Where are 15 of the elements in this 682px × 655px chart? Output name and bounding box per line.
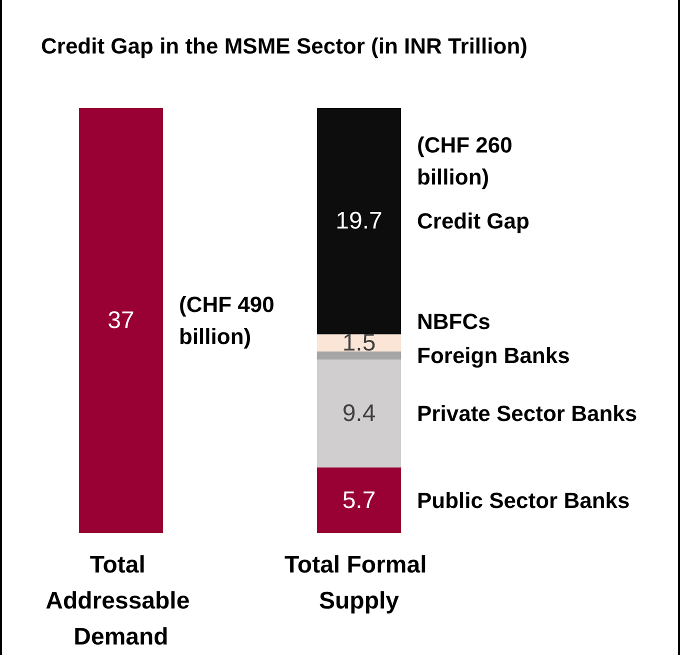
chart-title: Credit Gap in the MSME Sector (in INR Trillion) <box>41 34 528 58</box>
x-tick-label: Total Formal Supply <box>284 552 434 614</box>
x-tick-label: Total Addressable Demand <box>46 552 196 650</box>
series-label: Private Sector Banks <box>417 401 638 426</box>
series-label: Public Sector Banks <box>417 488 630 513</box>
annotation: (CHF 260 billion) <box>417 132 518 190</box>
data-label: 1.5 <box>342 329 376 356</box>
series-label: Foreign Banks <box>417 343 570 368</box>
data-label: 9.4 <box>342 400 376 428</box>
data-label: 5.7 <box>342 486 376 514</box>
series-label: Credit Gap <box>417 208 530 234</box>
annotation: (CHF 490 billion) <box>179 292 280 349</box>
data-label: 19.7 <box>336 208 382 235</box>
data-label: 37 <box>108 307 134 334</box>
series-label: NBFCs <box>417 309 490 334</box>
